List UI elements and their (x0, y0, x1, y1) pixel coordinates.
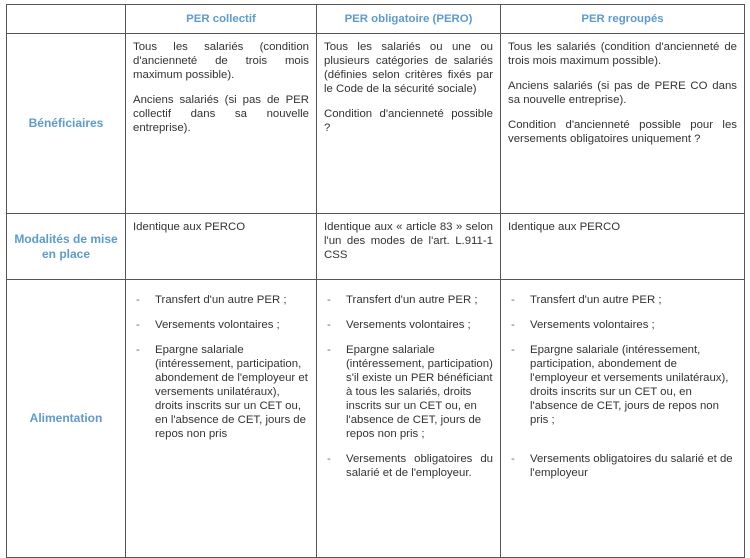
header-empty (6, 4, 126, 34)
row-label-beneficiaires: Bénéficiaires (6, 33, 126, 214)
per-comparison-table: PER collectif PER obligatoire (PERO) PER… (6, 4, 745, 558)
header-per-obligatoire: PER obligatoire (PERO) (316, 4, 501, 34)
paragraph: Identique aux « article 83 » selon l'un … (324, 221, 493, 261)
cell-alimentation-obligatoire: - Transfert d'un autre PER ; - Versements … (316, 279, 501, 558)
row-label-modalites: Modalités de mise en place (6, 213, 126, 280)
paragraph: Condition d'ancienneté possible ? (324, 108, 493, 134)
list-item: - Versements volontaires ; (327, 319, 471, 331)
list-item: - Transfert d'un autre PER ; (511, 294, 662, 306)
cell-modalites-obligatoire: Identique aux « article 83 » selon l'un … (316, 213, 501, 280)
row-alimentation: Alimentation - Transfert d'un autre PER ;… (6, 279, 745, 558)
paragraph: Condition d'ancienneté possible pour les… (508, 119, 737, 145)
list-item: - Versements obligatoires du salarié et d… (327, 453, 493, 479)
paragraph: Identique aux PERCO (133, 221, 246, 233)
paragraph: Tous les salariés (condition d'anciennet… (133, 41, 309, 81)
list-item: - Versements obligatoires du salarié et d… (511, 453, 733, 479)
header-per-collectif: PER collectif (125, 4, 317, 34)
paragraph: Tous les salariés (condition d'anciennet… (508, 41, 737, 67)
cell-modalites-collectif: Identique aux PERCO (125, 213, 317, 280)
list-item: - Epargne salariale (intéressement, parti… (327, 344, 493, 440)
list-item: - Epargne salariale (intéressement, parti… (511, 344, 729, 426)
cell-alimentation-regroupes: - Transfert d'un autre PER ; - Versements … (500, 279, 745, 558)
list-item: - Epargne salariale (intéressement, parti… (136, 344, 308, 440)
list-item: - Versements volontaires ; (511, 319, 655, 331)
cell-beneficiaires-regroupes: Tous les salariés (condition d'anciennet… (500, 33, 745, 214)
paragraph: Tous les salariés ou une ou plusieurs ca… (324, 41, 493, 95)
paragraph: Anciens salariés (si pas de PER collecti… (133, 94, 309, 134)
header-per-regroupes: PER regroupés (500, 4, 745, 34)
paragraph: Anciens salariés (si pas de PERE CO dans… (508, 80, 737, 106)
row-beneficiaires: Bénéficiaires Tous les salariés (conditi… (6, 33, 745, 214)
cell-beneficiaires-collectif: Tous les salariés (condition d'anciennet… (125, 33, 317, 214)
list-item: - Transfert d'un autre PER ; (327, 294, 478, 306)
header-row: PER collectif PER obligatoire (PERO) PER… (6, 4, 745, 34)
row-modalites: Modalités de mise en place Identique aux… (6, 213, 745, 280)
cell-beneficiaires-obligatoire: Tous les salariés ou une ou plusieurs ca… (316, 33, 501, 214)
list-item: - Versements volontaires ; (136, 319, 280, 331)
row-label-alimentation: Alimentation (6, 279, 126, 558)
paragraph: Identique aux PERCO (508, 221, 621, 233)
list-item: - Transfert d'un autre PER ; (136, 294, 287, 306)
cell-modalites-regroupes: Identique aux PERCO (500, 213, 745, 280)
cell-alimentation-collectif: - Transfert d'un autre PER ; - Versements … (125, 279, 317, 558)
